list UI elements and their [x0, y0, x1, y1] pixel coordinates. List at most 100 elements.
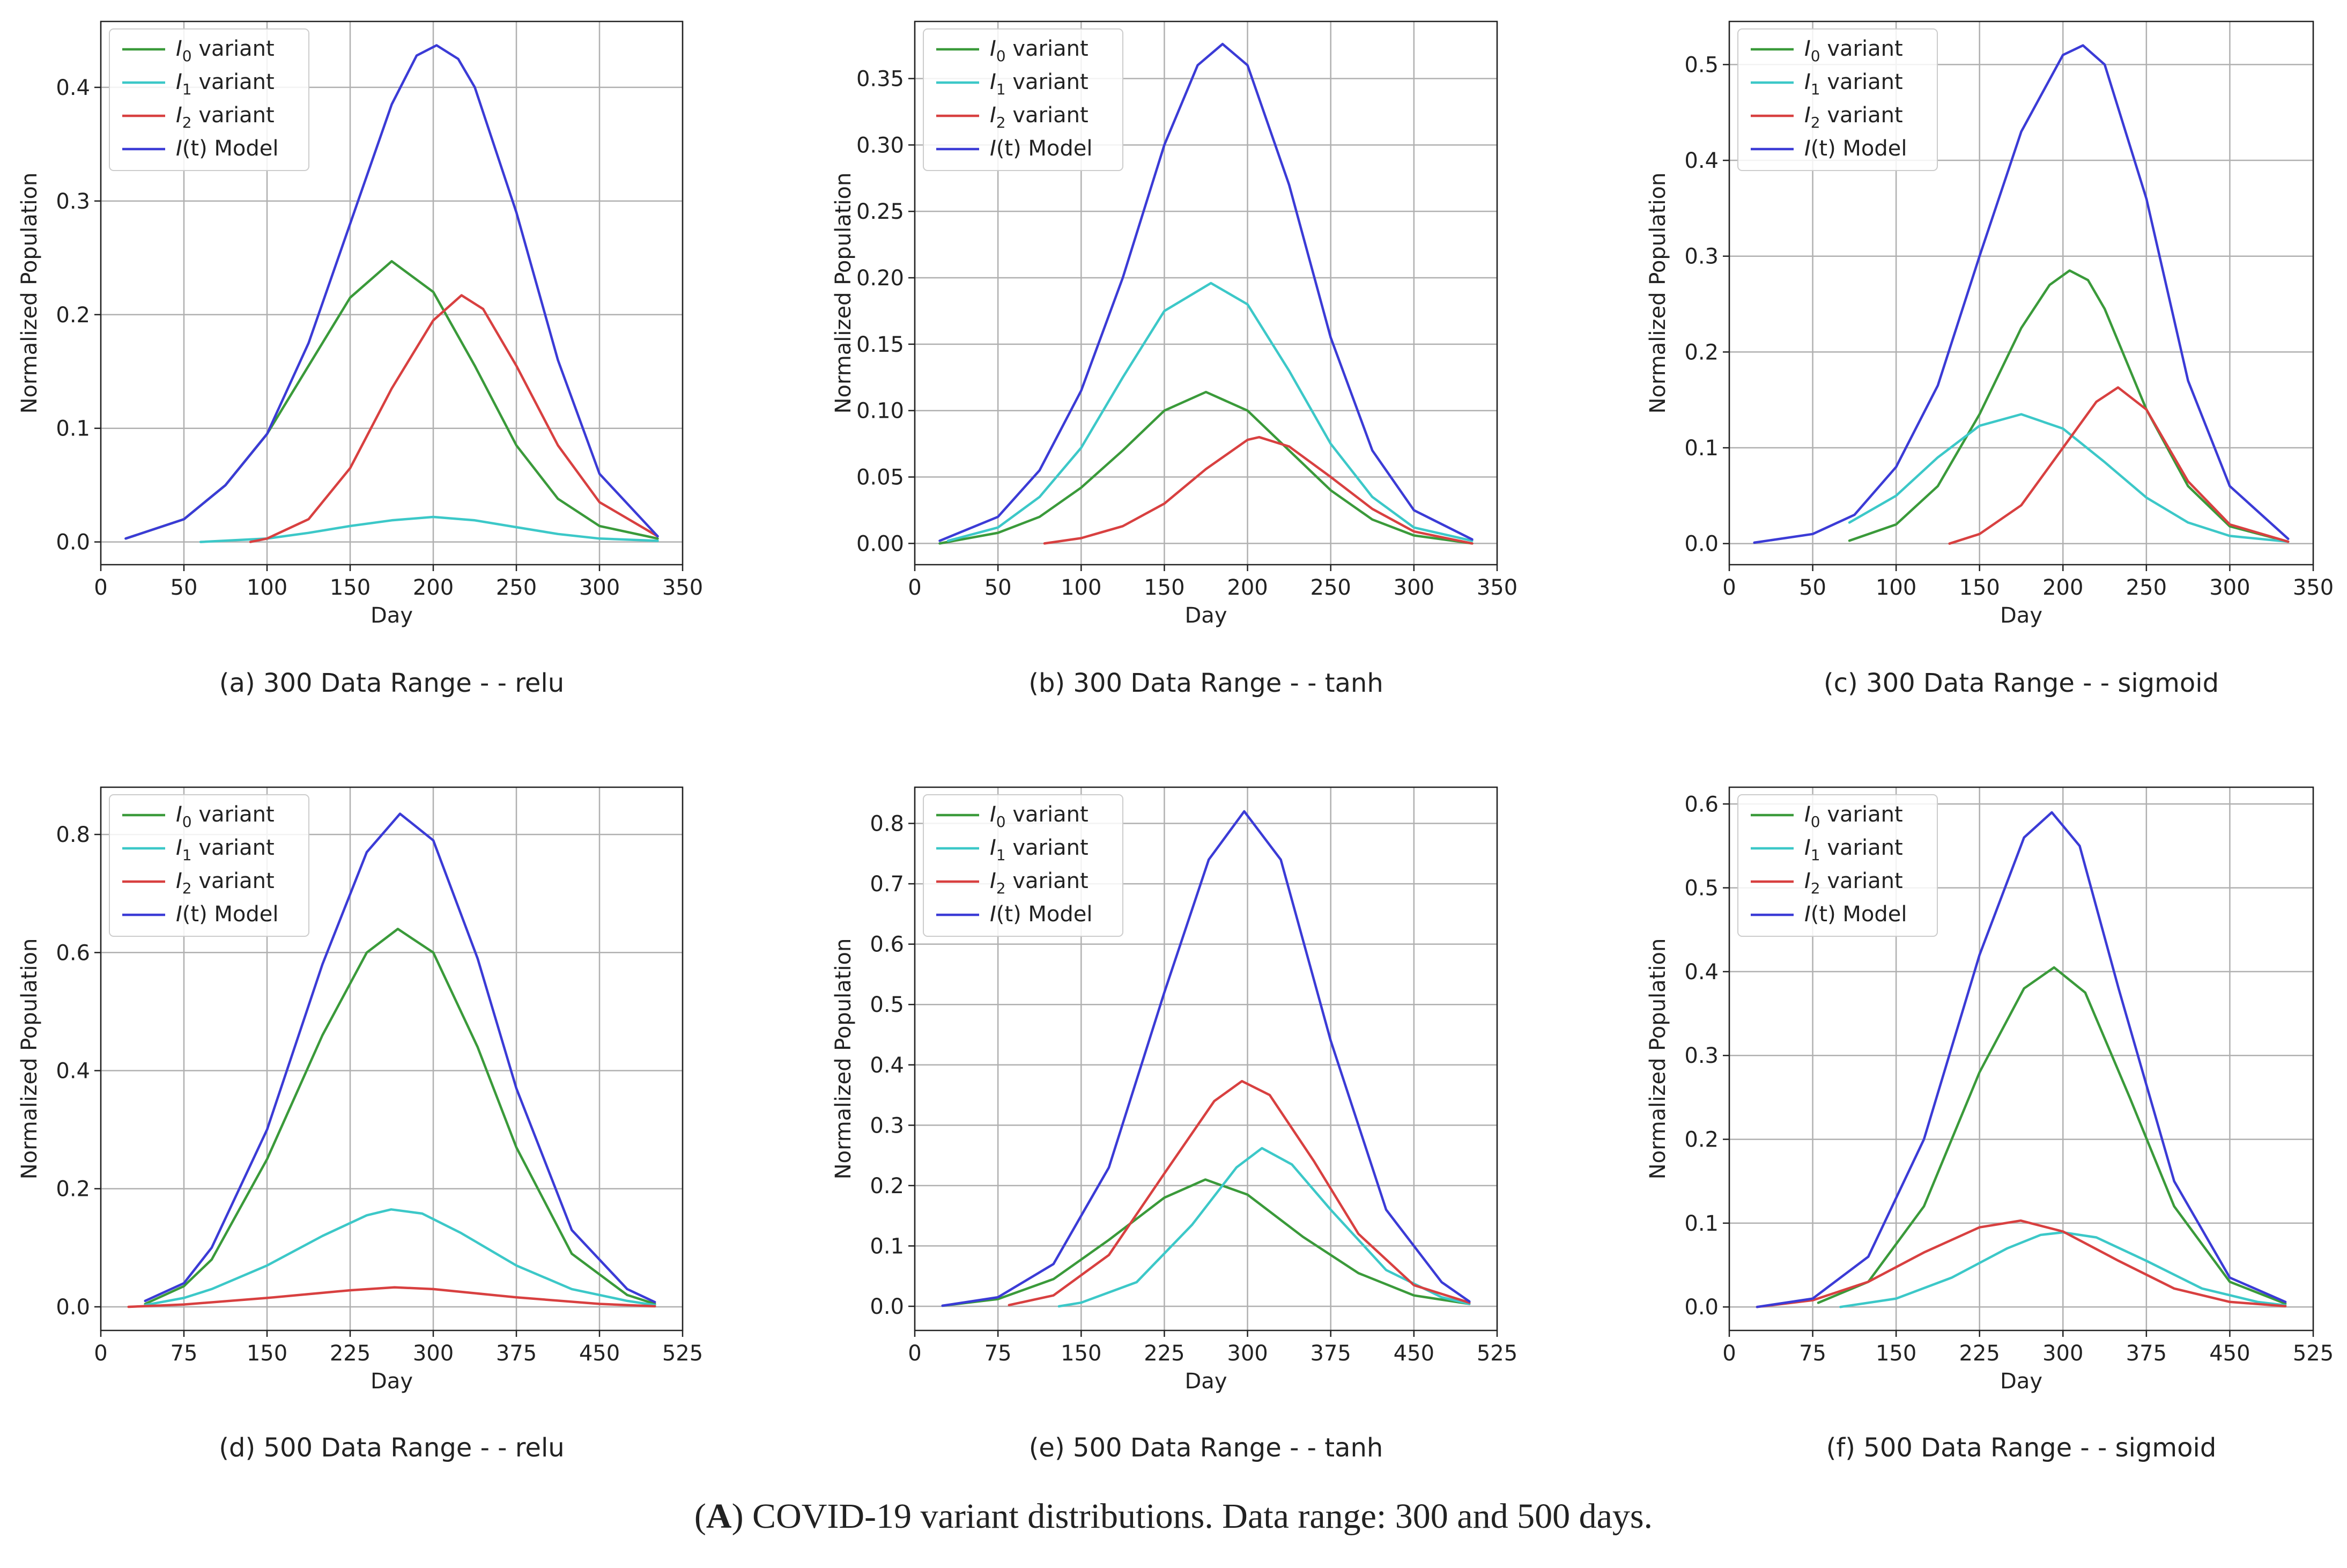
chart-f-ytick-label-0: 0.0 — [1684, 1295, 1719, 1320]
chart-d-ytick-label-1: 0.2 — [56, 1177, 90, 1202]
chart-a-legend-subscript: 0 — [182, 47, 192, 65]
chart-b-legend-box — [923, 28, 1123, 171]
chart-f-ylabel: Normalized Population — [1646, 938, 1670, 1180]
chart-c-xtick-label-6: 300 — [2209, 575, 2250, 600]
chart-e-legend-suffix: variant — [1006, 869, 1089, 893]
chart-f-legend-suffix: variant — [1820, 869, 1903, 893]
chart-b-legend-suffix: (t) Model — [996, 136, 1093, 161]
chart-a-xtick-label-5: 250 — [496, 575, 537, 600]
chart-c-ytick-label-2: 0.2 — [1684, 340, 1719, 365]
chart-c-legend-suffix: (t) Model — [1811, 136, 1907, 161]
chart-f-xtick-label-4: 300 — [2042, 1341, 2083, 1366]
chart-a-xtick-label-2: 100 — [247, 575, 287, 600]
chart-b-xtick-label-0: 0 — [908, 575, 921, 600]
chart-e-legend-symbol: I — [990, 835, 996, 860]
chart-e-xtick-label-7: 525 — [1477, 1341, 1517, 1366]
chart-a-legend-box — [109, 28, 309, 171]
chart-e-series-i0 — [941, 1178, 1471, 1307]
chart-f-xtick-label-0: 0 — [1722, 1341, 1736, 1366]
chart-a-series-i1 — [199, 515, 659, 543]
chart-b-ytick-label-1: 0.05 — [856, 465, 904, 490]
chart-e-legend-label-i2: I2 variant — [990, 869, 1089, 897]
chart-f-xtick-label-5: 375 — [2126, 1341, 2167, 1366]
chart-c-xtick-label-0: 0 — [1722, 575, 1736, 600]
chart-a-legend-suffix: variant — [192, 70, 275, 94]
chart-c-ylabel: Normalized Population — [1646, 173, 1670, 414]
chart-c-legend-subscript: 2 — [1811, 114, 1820, 131]
chart-d-caption: (d) 500 Data Range - - relu — [219, 1433, 564, 1463]
chart-e-xtick-label-2: 150 — [1061, 1341, 1101, 1366]
chart-b-legend-symbol: I — [990, 70, 996, 94]
chart-d-legend-label-i0: I0 variant — [176, 802, 275, 831]
chart-d-series-i1 — [144, 1208, 656, 1306]
chart-c-legend-label-i0: I0 variant — [1804, 36, 1903, 65]
chart-e-xtick-label-6: 450 — [1394, 1341, 1434, 1366]
chart-b: 0 50 100 150 200 250 300 350 0.00 0.05 0.10 0.15 0.2… — [831, 20, 1517, 698]
chart-c-series-i1 — [1848, 413, 2290, 543]
chart-e-ylabel: Normalized Population — [831, 938, 856, 1180]
chart-e-legend-label-i0: I0 variant — [990, 802, 1089, 831]
chart-c-legend-box — [1737, 28, 1938, 171]
chart-f-legend-subscript: 1 — [1811, 846, 1820, 864]
chart-a-ytick-label-3: 0.3 — [56, 189, 90, 214]
chart-c-plot-frame — [1728, 20, 2314, 566]
chart-f-legend-box — [1737, 794, 1938, 937]
chart-b-legend-suffix: variant — [1006, 103, 1089, 128]
chart-b-series-i0 — [938, 390, 1474, 545]
chart-c-xtick-label-3: 150 — [1959, 575, 2000, 600]
chart-f-xlabel: Day — [2000, 1369, 2042, 1394]
chart-b-legend-label-i2: I2 variant — [990, 103, 1089, 131]
chart-d-ytick-label-3: 0.6 — [56, 941, 90, 965]
chart-c-ytick-label-1: 0.1 — [1684, 436, 1719, 461]
chart-e-ytick-label-3: 0.3 — [870, 1113, 904, 1138]
chart-a-series-it — [124, 44, 659, 540]
chart-f-xtick-label-6: 450 — [2209, 1341, 2250, 1366]
chart-a-xtick-label-4: 200 — [413, 575, 454, 600]
chart-d-xtick-label-5: 375 — [496, 1341, 537, 1366]
chart-e-ytick-label-2: 0.2 — [870, 1174, 904, 1199]
figure-caption: (A) COVID-19 variant distributions. Data… — [0, 1496, 2347, 1537]
chart-d-series-i0 — [144, 928, 656, 1305]
chart-f-ytick-label-2: 0.2 — [1684, 1128, 1719, 1152]
chart-c-series-i2 — [1948, 386, 2290, 545]
chart-f-plot-frame — [1728, 786, 2314, 1332]
chart-a-xtick-label-0: 0 — [94, 575, 107, 600]
chart-a-ytick-label-0: 0.0 — [56, 530, 90, 555]
chart-e-ytick-label-5: 0.5 — [870, 993, 904, 1017]
chart-f-legend-symbol: I — [1804, 869, 1811, 893]
chart-c: 0 50 100 150 200 250 300 350 0.0 0.1 0.2 0.3 0.4 0.5 D… — [1646, 20, 2334, 698]
chart-b-ytick-label-7: 0.35 — [856, 67, 904, 92]
chart-b-xtick-label-2: 100 — [1061, 575, 1101, 600]
chart-b-xtick-label-7: 350 — [1477, 575, 1517, 600]
chart-d-xtick-label-6: 450 — [579, 1341, 620, 1366]
chart-e-xlabel: Day — [1185, 1369, 1227, 1394]
chart-c-legend-label-i1: I1 variant — [1804, 70, 1903, 98]
chart-d-legend-symbol: I — [176, 902, 182, 927]
chart-e-xtick-label-1: 75 — [984, 1341, 1012, 1366]
chart-c-xlabel: Day — [2000, 603, 2042, 628]
chart-b-legend-symbol: I — [990, 103, 996, 128]
chart-f-xtick-label-1: 75 — [1799, 1341, 1826, 1366]
chart-b-ytick-label-3: 0.15 — [856, 332, 904, 357]
chart-b-legend-subscript: 0 — [996, 47, 1006, 65]
chart-a-legend-symbol: I — [176, 70, 182, 94]
chart-f-legend-symbol: I — [1804, 835, 1811, 860]
chart-c-legend-symbol: I — [1804, 70, 1811, 94]
chart-d-legend-suffix: variant — [192, 835, 275, 860]
chart-e-caption: (e) 500 Data Range - - tanh — [1029, 1433, 1383, 1463]
chart-e-series-it — [941, 810, 1471, 1307]
chart-e-ytick-label-1: 0.1 — [870, 1234, 904, 1259]
chart-d-legend-box — [109, 794, 309, 937]
chart-d-legend-label-it: I(t) Model — [176, 902, 279, 927]
chart-d-legend-label-i1: I1 variant — [176, 835, 275, 864]
chart-b-ytick-label-4: 0.20 — [856, 266, 904, 291]
chart-f-ytick-label-1: 0.1 — [1684, 1211, 1719, 1236]
chart-d-legend-symbol: I — [176, 869, 182, 893]
chart-c-xtick-label-1: 50 — [1799, 575, 1826, 600]
chart-c-legend-suffix: variant — [1820, 36, 1903, 61]
chart-b-legend-label-i1: I1 variant — [990, 70, 1089, 98]
chart-e-legend-subscript: 0 — [996, 813, 1006, 831]
